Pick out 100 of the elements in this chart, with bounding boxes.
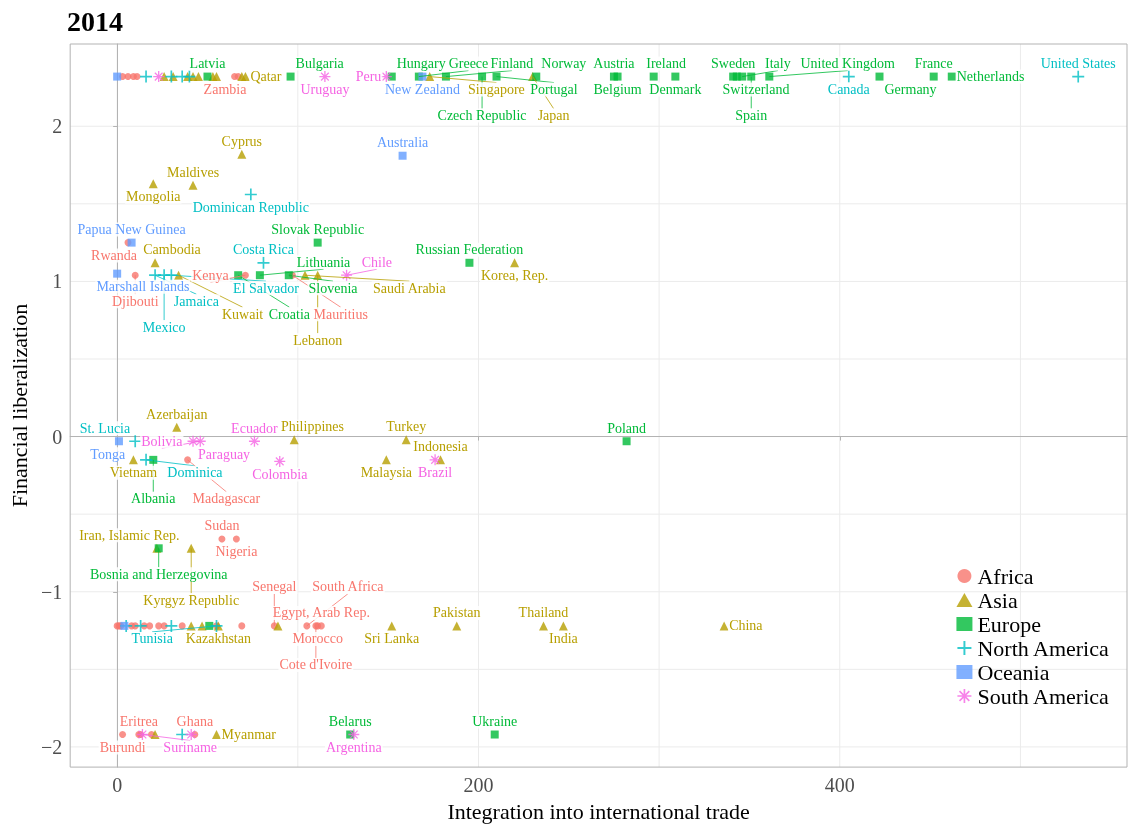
annotation: Russian Federation <box>415 242 524 258</box>
y-tick-label: 1 <box>52 270 63 293</box>
annotation: Germany <box>884 82 937 98</box>
annotation: Costa Rica <box>232 242 295 258</box>
annotation: Burundi <box>99 740 146 756</box>
annotation: Italy <box>765 56 791 72</box>
x-tick-label: 200 <box>463 774 494 797</box>
y-tick-label: −1 <box>40 580 63 603</box>
annotation: Lebanon <box>293 332 343 348</box>
annotation: Tunisia <box>131 631 174 647</box>
annotation: St. Lucia <box>79 420 131 436</box>
annotation: Nigeria <box>215 544 259 560</box>
y-tick-label: 2 <box>52 115 63 138</box>
annotation: Pakistan <box>433 605 481 621</box>
annotation: Greece <box>448 56 489 72</box>
annotation: Slovak Republic <box>271 222 365 238</box>
annotation: Mongolia <box>126 189 182 205</box>
annotation: Kuwait <box>221 306 264 322</box>
annotation: Kenya <box>192 267 230 283</box>
annotation: Sweden <box>711 56 756 72</box>
annotation: Madagascar <box>192 491 261 507</box>
annotation: Cambodia <box>143 242 202 258</box>
annotation: Mauritius <box>313 306 368 322</box>
annotation: Dominica <box>167 465 224 481</box>
annotation: Ecuador <box>231 420 279 436</box>
annotation: Azerbaijan <box>146 406 208 422</box>
annotation: Morocco <box>292 631 343 647</box>
annotation: Belarus <box>328 714 372 730</box>
annotation: Poland <box>607 420 647 436</box>
annotation: Austria <box>593 56 636 72</box>
annotation: Dominican Republic <box>192 200 309 216</box>
annotation: Switzerland <box>722 82 790 98</box>
annotation: Argentina <box>325 740 383 756</box>
annotation: Ghana <box>176 714 214 730</box>
annotation: Papua New Guinea <box>77 222 187 238</box>
legend-label: Africa <box>977 563 1034 589</box>
annotation: Brazil <box>417 465 453 481</box>
annotation: Norway <box>541 56 587 72</box>
annotation: Zambia <box>203 82 248 98</box>
annotation: Ireland <box>646 56 686 72</box>
annotation: Turkey <box>386 419 427 435</box>
annotation: Croatia <box>268 306 311 322</box>
annotation: Marshall Islands <box>96 279 190 295</box>
annotation: New Zealand <box>384 82 460 98</box>
annotation: Australia <box>376 135 430 151</box>
annotation: Maldives <box>166 164 220 180</box>
annotation: United Kingdom <box>800 56 896 72</box>
annotation: Philippines <box>280 419 344 435</box>
annotation: China <box>729 618 764 634</box>
annotation: Ukraine <box>472 714 518 730</box>
annotation: Colombia <box>252 466 309 482</box>
annotation: Suriname <box>163 740 218 756</box>
annotation: Spain <box>735 108 768 124</box>
annotation: Indonesia <box>413 439 469 455</box>
annotation: Bosnia and Herzegovina <box>89 566 229 582</box>
y-tick-label: −2 <box>40 735 63 758</box>
annotation: Portugal <box>530 82 578 98</box>
legend-label: Oceania <box>977 659 1050 685</box>
annotation: Cyprus <box>221 133 263 149</box>
annotation: India <box>548 631 579 647</box>
annotation: Chile <box>361 254 392 270</box>
annotation: Senegal <box>252 579 297 595</box>
annotation: Iran, Islamic Rep. <box>79 527 180 543</box>
annotation: Finland <box>490 56 534 72</box>
annotation: Paraguay <box>198 446 251 462</box>
annotation: Bolivia <box>141 433 184 449</box>
x-tick-label: 400 <box>824 774 855 797</box>
annotation: Jamaica <box>173 293 220 309</box>
annotation: Latvia <box>189 56 227 72</box>
annotation: Japan <box>537 108 570 124</box>
annotation: South Africa <box>312 579 385 595</box>
annotation: El Salvador <box>233 280 300 296</box>
annotation: Rwanda <box>91 248 138 264</box>
annotation: Kazakhstan <box>185 631 251 647</box>
y-tick-label: 0 <box>52 425 63 448</box>
annotation: Singapore <box>468 82 525 98</box>
annotation: Cote d'Ivoire <box>279 657 353 673</box>
annotation: Korea, Rep. <box>480 268 549 284</box>
legend-label: South America <box>977 683 1110 709</box>
annotation: Malaysia <box>360 465 413 481</box>
annotation: Peru <box>355 69 382 85</box>
annotation: Egypt, Arab Rep. <box>272 605 370 621</box>
annotation: Sri Lanka <box>364 631 420 647</box>
annotation: Sudan <box>204 518 240 534</box>
annotation: Denmark <box>649 82 702 98</box>
annotation: Belgium <box>593 82 642 98</box>
annotation: Thailand <box>518 605 569 621</box>
x-axis-title: Integration into international trade <box>447 798 750 824</box>
annotation: Mexico <box>142 319 186 335</box>
annotation: Eritrea <box>119 714 159 730</box>
annotation: Uruguay <box>300 82 350 98</box>
annotation: Netherlands <box>956 69 1025 85</box>
annotation: Tonga <box>90 446 126 462</box>
annotation: France <box>914 56 953 72</box>
annotation: Albania <box>131 491 177 507</box>
legend-label: Asia <box>977 587 1018 613</box>
annotation: Kyrgyz Republic <box>143 592 240 608</box>
annotation: Hungary <box>396 56 446 72</box>
annotation: Slovenia <box>308 280 359 296</box>
y-axis-title: Financial liberalization <box>6 303 32 508</box>
